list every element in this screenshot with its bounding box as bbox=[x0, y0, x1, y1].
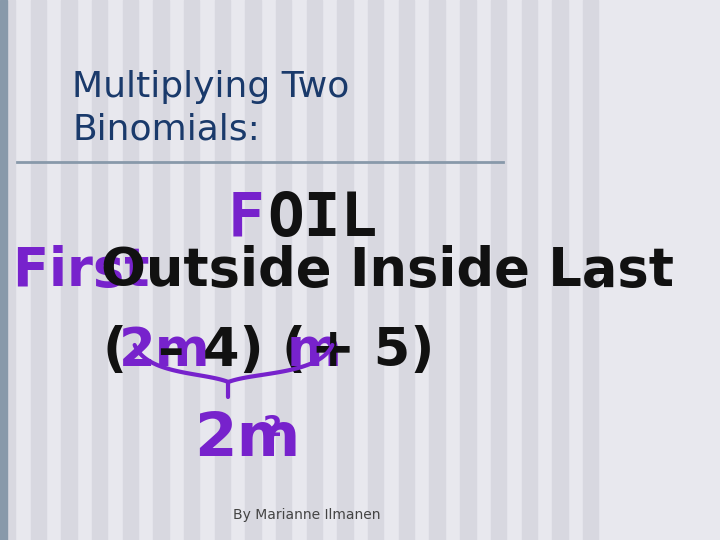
Bar bbox=[215, 0, 230, 540]
Bar bbox=[184, 0, 199, 540]
Bar bbox=[92, 0, 107, 540]
Bar bbox=[460, 0, 475, 540]
Text: First: First bbox=[13, 245, 168, 297]
Bar bbox=[399, 0, 414, 540]
Text: (: ( bbox=[102, 325, 127, 377]
Text: Multiplying Two
Binomials:: Multiplying Two Binomials: bbox=[73, 70, 350, 146]
Text: 2m: 2m bbox=[194, 410, 301, 469]
Bar bbox=[307, 0, 322, 540]
Bar bbox=[0, 0, 6, 540]
Bar bbox=[276, 0, 292, 540]
Bar bbox=[583, 0, 598, 540]
Bar bbox=[246, 0, 261, 540]
Bar bbox=[122, 0, 138, 540]
Bar bbox=[430, 0, 445, 540]
Text: m: m bbox=[287, 325, 341, 377]
Text: F: F bbox=[228, 190, 264, 249]
Bar bbox=[338, 0, 353, 540]
Bar bbox=[61, 0, 77, 540]
Text: 2m: 2m bbox=[120, 325, 211, 377]
Bar bbox=[521, 0, 537, 540]
Text: Outside Inside Last: Outside Inside Last bbox=[101, 245, 673, 297]
Bar bbox=[31, 0, 46, 540]
Bar bbox=[491, 0, 506, 540]
Bar bbox=[0, 0, 15, 540]
Text: By Marianne Ilmanen: By Marianne Ilmanen bbox=[233, 508, 381, 522]
Text: OIL: OIL bbox=[268, 190, 378, 249]
Text: 2: 2 bbox=[263, 414, 282, 442]
Text: – 4) (: – 4) ( bbox=[158, 325, 306, 377]
Bar bbox=[552, 0, 567, 540]
Bar bbox=[368, 0, 384, 540]
Bar bbox=[153, 0, 168, 540]
Text: + 5): + 5) bbox=[311, 325, 434, 377]
